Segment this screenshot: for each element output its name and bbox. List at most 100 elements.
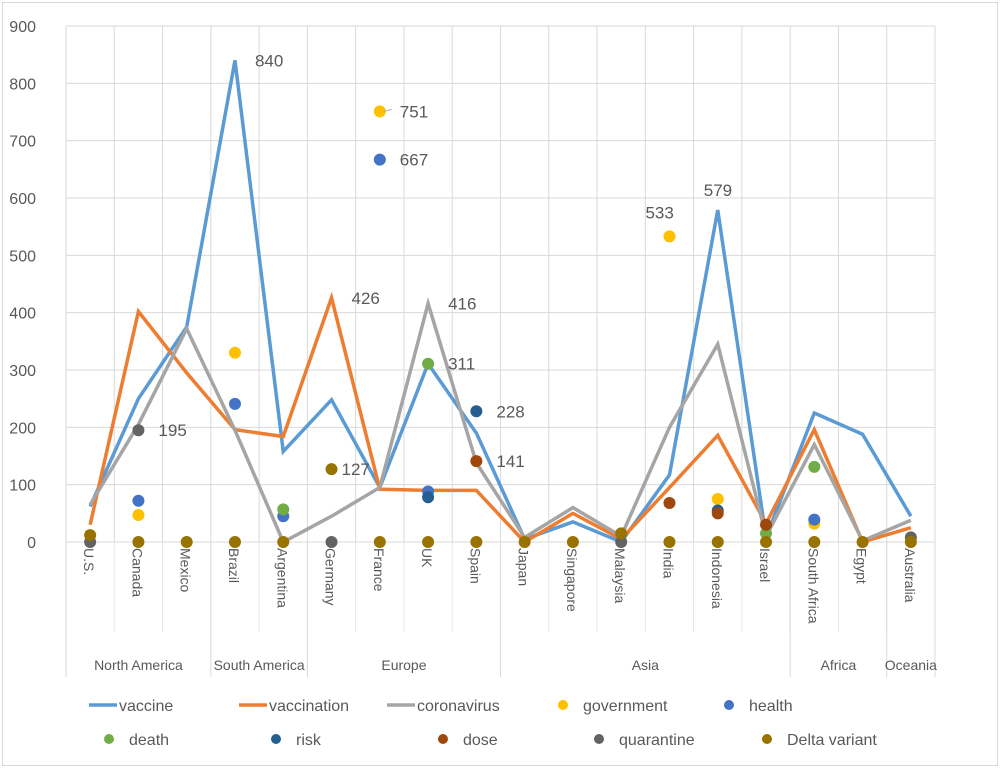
legend-item-coronavirus: coronavirus: [387, 698, 500, 715]
data-label: 228: [496, 402, 524, 421]
data-point-Delta-variant: [373, 536, 386, 548]
x-tick-label: South Africa: [805, 548, 821, 624]
x-tick-label: Germany: [323, 548, 339, 606]
data-point-Delta-variant: [904, 536, 917, 548]
data-point-Delta-variant: [470, 536, 483, 548]
data-point-quarantine: [615, 536, 628, 548]
legend-label: government: [583, 698, 668, 715]
x-tick-label: Canada: [129, 548, 145, 597]
data-label: 311: [448, 355, 475, 374]
legend-item-vaccination: vaccination: [239, 698, 349, 715]
y-axis: 0 100 200 300 400 500 600 700 800 900: [9, 19, 36, 552]
data-label: 416: [448, 294, 476, 313]
legend-item-risk: risk: [271, 732, 322, 749]
data-label: 127: [342, 460, 370, 479]
legend-label: vaccine: [119, 698, 173, 715]
data-point-Delta-variant: [132, 536, 145, 548]
legend: vaccine vaccination coronavirus government h…: [89, 698, 877, 749]
group-label: Oceania: [885, 657, 937, 673]
x-tick-label: Singapore: [564, 548, 580, 612]
group-label: Asia: [632, 657, 659, 673]
data-point-dose: [711, 507, 724, 520]
legend-item-vaccine: vaccine: [89, 698, 173, 715]
data-point-risk: [422, 491, 435, 504]
data-label: 840: [255, 51, 283, 70]
x-tick-label: Australia: [902, 548, 918, 603]
data-label: 141: [496, 452, 524, 471]
data-point-Delta-variant: [711, 536, 724, 548]
data-point-Delta-variant: [808, 536, 821, 548]
legend-item-death: death: [104, 732, 169, 749]
data-point-government: [228, 346, 241, 359]
leader-line: [383, 108, 392, 112]
legend-label: health: [749, 698, 793, 715]
x-tick-label: Malaysia: [612, 548, 628, 603]
group-label: North America: [94, 657, 183, 673]
x-tick-label: Mexico: [178, 548, 194, 593]
data-point-dose: [663, 497, 676, 510]
data-label: 533: [645, 203, 673, 222]
legend-label: death: [129, 732, 169, 749]
data-point-quarantine: [132, 424, 145, 437]
series-points: [84, 105, 917, 548]
data-point-death: [760, 527, 773, 540]
legend-item-health: health: [724, 698, 793, 715]
legend-item-government: government: [558, 698, 668, 715]
y-tick-label: 400: [9, 306, 36, 323]
data-point-Delta-variant: [325, 463, 338, 476]
legend-label: risk: [296, 732, 322, 749]
data-point-quarantine: [325, 536, 338, 548]
legend-label: Delta variant: [787, 732, 877, 749]
data-point-Delta-variant: [422, 536, 435, 548]
data-point-death: [422, 357, 435, 370]
data-point-dose: [470, 455, 483, 468]
data-point-Delta-variant: [84, 529, 97, 542]
legend-dot-marker: [724, 700, 734, 710]
gridlines: [65, 25, 936, 677]
series-lines: [88, 60, 913, 545]
data-point-Delta-variant: [518, 536, 531, 548]
data-labels: 840 579 426 416 751 533 667 311 228 141 195 127: [158, 51, 732, 479]
data-point-government: [663, 230, 676, 243]
legend-dot-marker: [271, 734, 281, 744]
group-label: Europe: [381, 657, 426, 673]
y-tick-label: 100: [9, 478, 36, 495]
legend-label: quarantine: [619, 732, 695, 749]
data-point-Delta-variant: [615, 527, 628, 540]
data-point-government: [373, 105, 386, 118]
data-point-dose: [760, 518, 773, 531]
y-tick-label: 200: [9, 420, 36, 437]
x-tick-label: Japan: [516, 548, 532, 586]
data-point-risk: [470, 405, 483, 418]
data-point-government: [711, 493, 724, 505]
series-line-vaccination: [88, 291, 912, 545]
y-tick-label: 0: [27, 535, 36, 552]
x-tick-label: Spain: [467, 548, 483, 584]
x-tick-label: U.S.: [81, 548, 97, 575]
x-tick-label: France: [371, 548, 387, 592]
data-label: 751: [400, 102, 428, 121]
y-tick-label: 900: [9, 19, 36, 36]
legend-label: dose: [463, 732, 498, 749]
legend-label: vaccination: [269, 698, 349, 715]
group-label: South America: [214, 657, 305, 673]
data-point-health: [373, 153, 386, 166]
x-tick-label: Egypt: [854, 548, 870, 584]
data-point-health: [808, 513, 821, 526]
data-point-death: [277, 503, 290, 516]
data-point-Delta-variant: [663, 536, 676, 548]
data-point-Delta-variant: [566, 536, 579, 548]
y-tick-label: 700: [9, 134, 36, 151]
legend-item-Delta-variant: Delta variant: [762, 732, 877, 749]
y-tick-label: 800: [9, 76, 36, 93]
legend-item-quarantine: quarantine: [594, 732, 695, 749]
x-tick-label: Argentina: [274, 548, 290, 608]
legend-label: coronavirus: [417, 698, 500, 715]
x-tick-label: Indonesia: [709, 548, 725, 609]
y-tick-label: 500: [9, 248, 36, 265]
legend-item-dose: dose: [438, 732, 498, 749]
series-line-vaccine: [88, 60, 913, 545]
x-tick-label: UK: [419, 548, 435, 568]
legend-dot-marker: [558, 700, 568, 710]
